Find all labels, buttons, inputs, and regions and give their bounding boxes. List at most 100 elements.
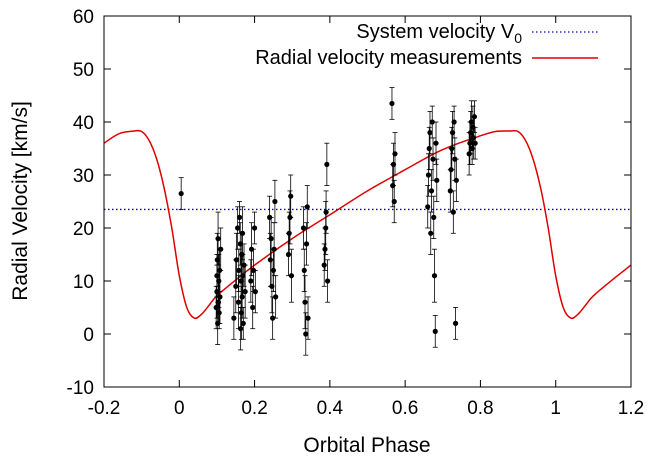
y-axis-ticks: -10 0 10 20 30 40 50 60 [67, 7, 631, 399]
data-point [271, 222, 277, 277]
data-marker [432, 328, 438, 334]
data-marker [288, 193, 294, 199]
data-marker [216, 310, 222, 316]
data-marker [273, 294, 279, 300]
y-tick-label: 0 [83, 325, 94, 346]
data-point [273, 275, 279, 319]
data-point [303, 312, 309, 356]
data-point [392, 132, 398, 176]
legend-label-system-velocity-sub: 0 [514, 30, 522, 46]
data-marker [216, 278, 222, 284]
data-marker [217, 294, 223, 300]
data-marker [236, 267, 242, 273]
data-point [272, 179, 278, 224]
data-marker [451, 119, 457, 125]
data-marker [248, 278, 254, 284]
data-marker [389, 100, 395, 107]
data-marker [323, 209, 329, 215]
x-tick-label: 0.4 [317, 398, 344, 419]
data-point [178, 177, 184, 210]
x-tick-label: 0.6 [392, 398, 418, 419]
data-marker [178, 190, 184, 197]
x-axis-ticks: -0.2 0 0.2 0.4 0.6 0.8 1 1.2 [88, 16, 644, 419]
data-point [218, 227, 224, 271]
data-marker [392, 151, 398, 157]
data-marker [450, 209, 456, 215]
data-marker [471, 114, 478, 120]
data-marker [433, 140, 439, 146]
y-tick-label: -10 [67, 378, 94, 399]
data-point [432, 315, 438, 348]
measurement-points-layer [178, 87, 478, 356]
data-marker [304, 204, 310, 210]
data-marker [453, 177, 459, 183]
data-point [450, 190, 456, 234]
data-point [305, 296, 311, 340]
data-marker [452, 320, 459, 326]
data-point [270, 296, 276, 340]
data-marker [431, 273, 438, 279]
data-marker [235, 225, 241, 231]
data-point [434, 158, 440, 202]
y-tick-label: 30 [73, 166, 94, 187]
data-marker [270, 267, 276, 273]
data-marker [427, 130, 433, 136]
data-point [251, 211, 258, 245]
data-marker [472, 140, 478, 146]
x-tick-label: 1.2 [618, 398, 644, 419]
data-point [240, 307, 246, 340]
data-marker [218, 246, 224, 252]
data-marker [270, 315, 276, 321]
data-marker [300, 225, 307, 231]
data-marker [429, 119, 435, 125]
y-tick-label: 40 [73, 113, 94, 134]
radial-velocity-curve [103, 129, 632, 320]
data-marker [231, 315, 237, 321]
data-point [324, 259, 331, 303]
data-point [323, 190, 329, 234]
data-point [431, 248, 438, 303]
data-marker [240, 273, 246, 279]
data-marker [301, 267, 307, 273]
y-tick-label: 50 [73, 60, 94, 81]
legend-label-system-velocity: System velocity V0 [356, 21, 522, 46]
data-point [324, 142, 330, 187]
data-point [427, 111, 433, 155]
data-marker [324, 278, 331, 284]
legend-label-system-velocity-main: System velocity V [356, 21, 514, 43]
y-tick-label: 10 [73, 272, 94, 293]
data-point [428, 211, 434, 255]
data-marker [302, 299, 308, 305]
data-point [239, 206, 246, 261]
data-marker [428, 230, 434, 236]
legend: System velocity V0 Radial velocity measu… [255, 21, 598, 69]
data-marker [286, 230, 292, 236]
data-point [304, 185, 310, 229]
data-point [433, 121, 439, 165]
data-marker [240, 320, 246, 326]
data-marker [431, 214, 437, 220]
data-marker [434, 177, 440, 183]
data-marker [239, 230, 246, 236]
data-marker [238, 310, 244, 316]
data-marker [322, 246, 328, 252]
data-point [303, 222, 310, 266]
data-marker [271, 246, 277, 252]
x-axis-title: Orbital Phase [303, 434, 430, 457]
data-point [425, 185, 431, 229]
data-marker [426, 145, 432, 152]
data-marker [268, 236, 274, 242]
data-point [301, 248, 307, 293]
data-marker [235, 299, 241, 305]
data-point [428, 169, 435, 213]
data-point [431, 195, 437, 240]
data-point [452, 307, 459, 340]
data-point [242, 264, 248, 319]
data-marker [324, 161, 330, 167]
data-marker [251, 225, 258, 231]
data-point [252, 269, 258, 314]
x-tick-label: 0.8 [467, 398, 493, 419]
data-point [236, 248, 242, 293]
x-tick-label: 1 [550, 398, 561, 419]
